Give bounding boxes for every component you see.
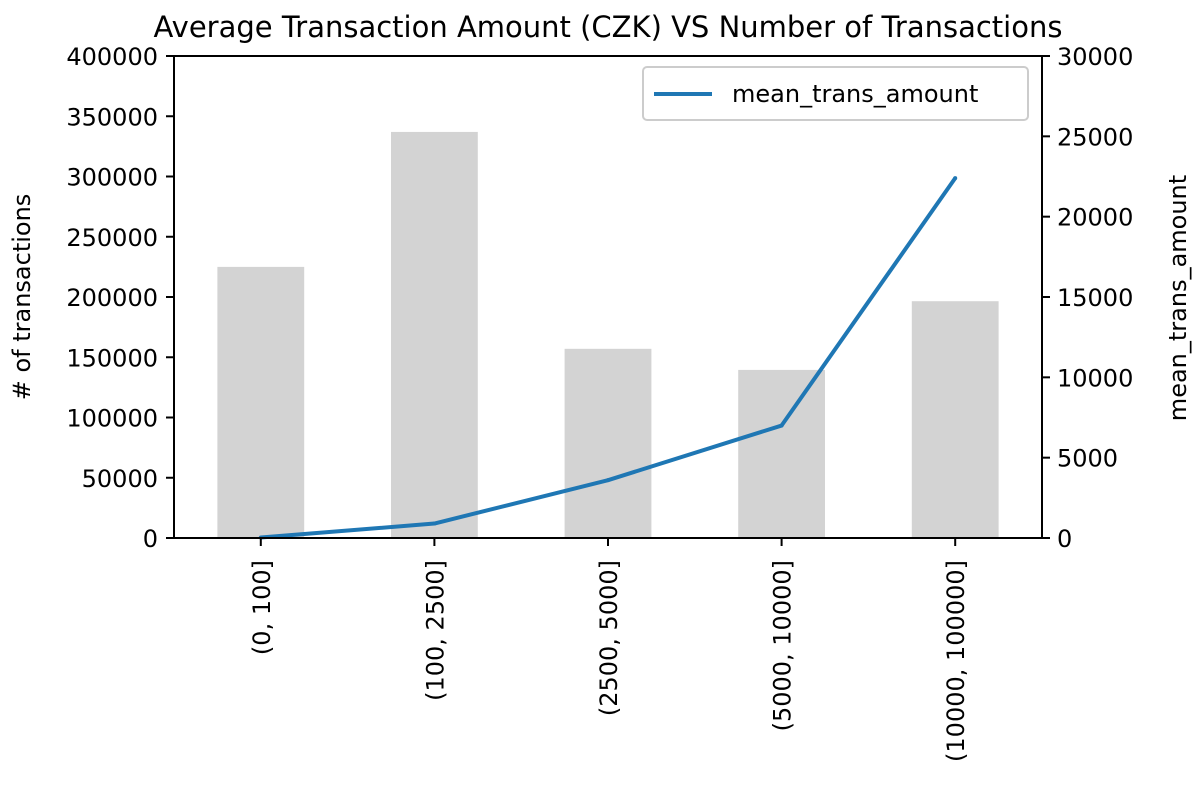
y-tick-label: 300000 [66,164,158,192]
y-tick-label: 100000 [66,405,158,433]
line-point [953,176,958,181]
y-tick-label: 400000 [66,43,158,71]
x-tick-label: (2500, 5000] [595,560,623,716]
chart-title: Average Transaction Amount (CZK) VS Numb… [154,10,1063,44]
bar [911,301,999,538]
legend: mean_trans_amount [642,66,1029,121]
x-axis-ticks: (0, 100] (100, 2500] (2500, 5000] (5000, 10… [248,538,970,762]
right-y-axis-ticks: 0 5000 10000 15000 20000 25000 30000 [1042,43,1133,553]
legend-label: mean_trans_amount [732,80,978,108]
x-tick-label: (100, 2500] [421,560,449,701]
bar [564,348,652,538]
y-axis-label: # of transactions [8,194,36,401]
y2-tick-label: 20000 [1057,204,1133,232]
left-y-axis-ticks: 0 50000 100000 150000 200000 250000 300000 3500… [66,43,174,553]
bar [738,369,825,538]
y2-tick-label: 25000 [1057,123,1133,151]
line-point [432,521,437,526]
y-tick-label: 350000 [66,103,158,131]
bar-series [217,131,999,539]
y-tick-label: 200000 [66,284,158,312]
y2-axis-label: mean_trans_amount [1164,175,1192,421]
y2-tick-label: 10000 [1057,364,1133,392]
y2-tick-label: 15000 [1057,284,1133,312]
bar [391,131,478,539]
y2-tick-label: 5000 [1057,445,1118,473]
y-tick-label: 0 [143,525,158,553]
y-tick-label: 250000 [66,224,158,252]
y2-tick-label: 30000 [1057,43,1133,71]
y-tick-label: 150000 [66,344,158,372]
y2-tick-label: 0 [1057,525,1072,553]
line-point [606,478,610,483]
line-point [779,423,784,428]
x-tick-label: (10000, 100000] [942,560,970,762]
x-tick-label: (0, 100] [248,560,276,655]
bar [217,266,305,538]
y-tick-label: 50000 [82,465,158,493]
x-tick-label: (5000, 10000] [769,560,797,731]
legend-box [642,66,1029,121]
